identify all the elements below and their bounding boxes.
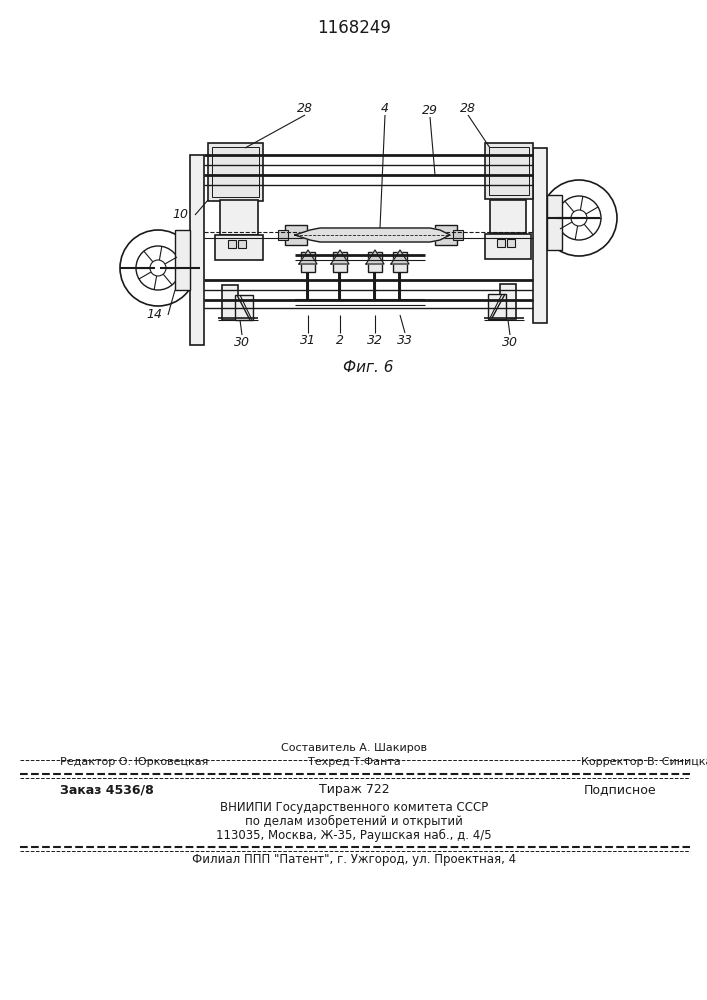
Bar	[393, 252, 407, 272]
Bar	[238, 240, 246, 248]
Bar	[215, 235, 263, 260]
Text: Фиг. 6: Фиг. 6	[343, 360, 393, 375]
Text: Техред Т.Фанта: Техред Т.Фанта	[308, 757, 400, 767]
Bar	[175, 230, 190, 290]
Text: 4: 4	[381, 102, 389, 114]
Text: 30: 30	[502, 336, 518, 349]
Polygon shape	[366, 250, 384, 264]
Bar	[547, 195, 562, 250]
Text: Заказ 4536/8: Заказ 4536/8	[60, 784, 153, 796]
Text: 1168249: 1168249	[317, 19, 391, 37]
Text: 2: 2	[336, 334, 344, 347]
Bar	[220, 200, 258, 235]
Bar	[228, 240, 236, 248]
Bar	[333, 252, 347, 272]
Bar	[488, 294, 506, 319]
Text: Корректор В. Синицкая: Корректор В. Синицкая	[581, 757, 707, 767]
Bar	[235, 295, 253, 320]
Bar	[490, 200, 526, 233]
Text: 28: 28	[297, 102, 313, 114]
Bar	[485, 234, 531, 259]
Text: Филиал ППП "Патент", г. Ужгород, ул. Проектная, 4: Филиал ППП "Патент", г. Ужгород, ул. Про…	[192, 854, 516, 866]
Polygon shape	[331, 250, 349, 264]
Text: 113035, Москва, Ж-35, Раушская наб., д. 4/5: 113035, Москва, Ж-35, Раушская наб., д. …	[216, 828, 492, 842]
Bar	[301, 252, 315, 272]
Bar	[453, 230, 463, 240]
Text: Тираж 722: Тираж 722	[319, 784, 390, 796]
Text: 31: 31	[300, 334, 316, 347]
Polygon shape	[295, 228, 450, 242]
Text: 28: 28	[460, 102, 476, 114]
Bar	[278, 230, 288, 240]
Text: по делам изобретений и открытий: по делам изобретений и открытий	[245, 814, 463, 828]
Text: Подписное: Подписное	[584, 784, 656, 796]
Bar	[222, 285, 238, 320]
Bar	[507, 239, 515, 247]
Text: 10: 10	[172, 209, 188, 222]
Text: ВНИИПИ Государственного комитета СССР: ВНИИПИ Государственного комитета СССР	[220, 800, 488, 814]
Bar	[489, 147, 529, 195]
Bar	[190, 155, 204, 345]
Text: 32: 32	[367, 334, 383, 347]
Polygon shape	[391, 250, 409, 264]
Bar	[435, 225, 457, 245]
Text: 30: 30	[234, 336, 250, 349]
Bar	[208, 143, 263, 201]
Polygon shape	[299, 250, 317, 264]
Text: 29: 29	[422, 104, 438, 116]
Bar	[533, 148, 547, 323]
Text: Редактор О. Юрковецкая: Редактор О. Юрковецкая	[60, 757, 209, 767]
Text: 33: 33	[397, 334, 413, 347]
Bar	[497, 239, 505, 247]
Text: 14: 14	[146, 308, 162, 322]
Bar	[212, 147, 259, 197]
Bar	[500, 284, 516, 319]
Bar	[285, 225, 307, 245]
Bar	[485, 143, 533, 199]
Text: Составитель А. Шакиров: Составитель А. Шакиров	[281, 743, 427, 753]
Bar	[368, 252, 382, 272]
